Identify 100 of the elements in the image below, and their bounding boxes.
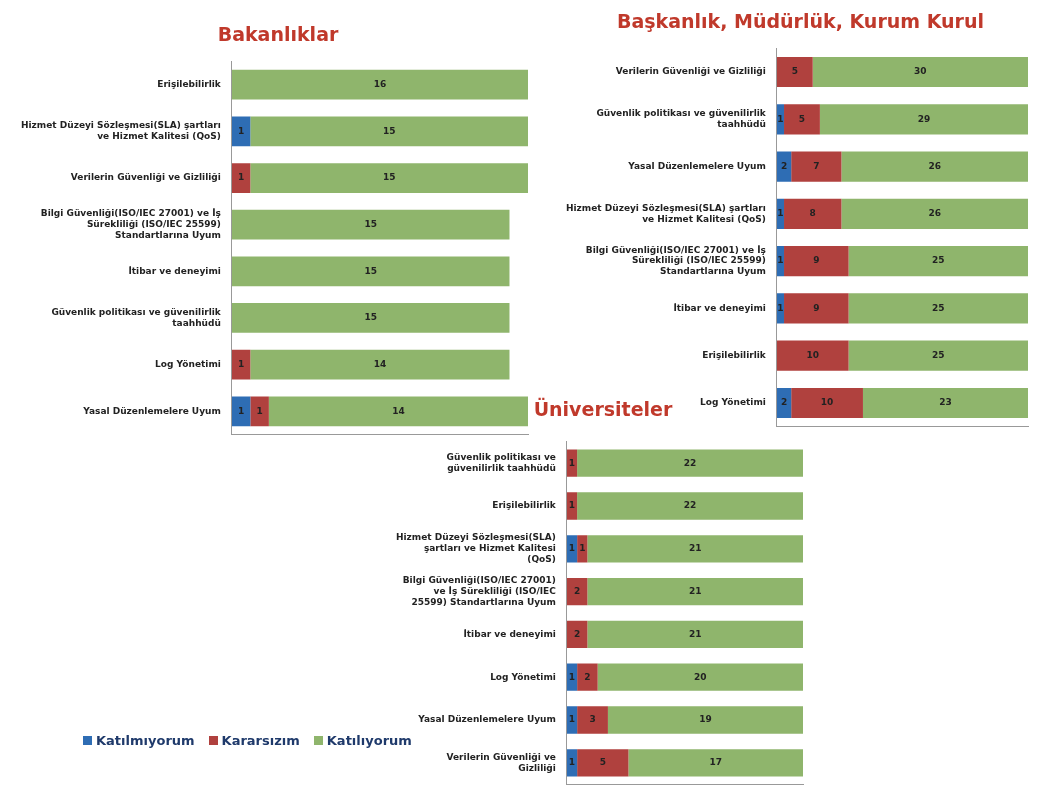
data-label: 5: [798, 113, 806, 124]
data-label: 20: [694, 671, 707, 682]
bar: [231, 303, 510, 333]
data-label: 23: [939, 397, 952, 408]
data-label: 29: [917, 113, 931, 124]
bar: [231, 163, 251, 193]
data-label: 1: [568, 457, 576, 468]
bar: [250, 349, 510, 380]
y-tick-label: Yasal Düzenlemelere Uyum: [627, 160, 766, 171]
bar: [607, 706, 803, 734]
data-label: 2: [573, 628, 581, 639]
y-tick-label: İtibar ve deneyimi: [463, 628, 556, 639]
chart-title: Bakanlıklar: [216, 23, 340, 45]
data-label: 15: [364, 219, 377, 230]
data-label: 10: [820, 397, 834, 408]
y-tick-label: İtibar ve deneyimi: [128, 265, 221, 276]
data-label: 15: [382, 172, 396, 183]
data-label: 17: [709, 757, 722, 768]
chart-title: Başkanlık, Müdürlük, Kurum Kurul: [615, 10, 986, 32]
y-tick-label: Bilgi Güvenliği(ISO/IEC 27001) ve İş Sürekliliği (ISO/IEC 25599) Standartlarına Uyum: [402, 575, 557, 607]
data-label: 2: [780, 160, 788, 171]
y-tick-label: Log Yönetimi: [155, 358, 221, 369]
bar: [791, 151, 842, 182]
data-label: 9: [813, 255, 820, 266]
data-label: 1: [777, 255, 784, 266]
bar: [597, 663, 803, 691]
data-label: 5: [599, 757, 606, 768]
bar: [577, 492, 803, 520]
y-tick-label: Yasal Düzenlemelere Uyum: [82, 405, 221, 416]
bar: [776, 340, 849, 371]
bar: [250, 396, 269, 427]
data-label: 1: [237, 172, 245, 183]
data-label: 26: [928, 208, 941, 219]
bar: [566, 620, 588, 649]
data-label: 1: [568, 543, 576, 554]
bar: [231, 349, 251, 380]
data-label: 2: [584, 671, 591, 682]
data-label: 1: [568, 500, 576, 511]
data-label: 22: [683, 457, 697, 468]
y-tick-label: Log Yönetimi: [700, 397, 766, 408]
bar: [841, 151, 1028, 182]
data-label: 1: [777, 113, 784, 124]
data-label: 10: [806, 350, 819, 361]
bar: [268, 396, 528, 427]
data-label: 15: [382, 125, 396, 136]
bar: [250, 116, 528, 147]
bar: [566, 706, 578, 734]
bar: [784, 246, 849, 277]
data-label: 1: [256, 405, 263, 416]
data-label: 25: [932, 350, 945, 361]
data-label: 14: [373, 358, 387, 369]
bar: [776, 56, 813, 88]
data-label: 1: [237, 405, 245, 416]
bar: [628, 749, 803, 777]
bar: [791, 387, 863, 419]
data-label: 15: [364, 312, 377, 323]
legend-label: Katılmıyorum: [96, 733, 195, 748]
bar: [784, 293, 849, 324]
data-label: 9: [813, 302, 820, 313]
data-label: 16: [373, 79, 387, 90]
y-tick-label: Verilerin Güvenliği ve Gizliliği: [615, 66, 766, 77]
bar: [231, 256, 510, 287]
data-label: 21: [688, 543, 702, 554]
bar: [848, 340, 1028, 371]
data-label: 5: [791, 66, 798, 77]
bar: [231, 396, 251, 427]
bar: [587, 577, 803, 606]
data-label: 1: [579, 543, 586, 554]
y-tick-label: Güvenlik politikası ve güvenilirlik taahhüdü: [596, 108, 767, 130]
data-label: 21: [688, 585, 702, 596]
legend-label: Kararsızım: [221, 733, 300, 748]
bar: [577, 749, 629, 777]
data-label: 8: [809, 208, 816, 219]
legend-label: Katılıyorum: [326, 733, 412, 748]
bar: [819, 104, 1028, 135]
data-label: 1: [568, 671, 576, 682]
bar: [587, 620, 803, 649]
bar: [231, 116, 251, 147]
y-tick-label: Verilerin Güvenliği ve Gizliliği: [70, 172, 221, 183]
y-tick-label: Hizmet Düzeyi Sözleşmesi(SLA) şartları ve Hizmet Kalitesi (QoS): [20, 120, 221, 142]
bar: [231, 209, 510, 240]
bar: [784, 198, 842, 229]
bar: [841, 198, 1028, 229]
bar: [231, 69, 528, 100]
y-tick-label: Bilgi Güvenliği(ISO/IEC 27001) ve İş Sürekliliği (ISO/IEC 25599) Standartlarına Uyum: [40, 208, 221, 240]
y-tick-label: Erişilebilirlik: [157, 79, 222, 90]
data-label: 15: [364, 265, 377, 276]
bar: [812, 56, 1028, 88]
bar: [848, 293, 1028, 324]
chart-title: Üniversiteler: [533, 398, 673, 420]
bar: [250, 163, 528, 193]
y-tick-label: Erişilebilirlik: [492, 500, 557, 511]
data-label: 25: [932, 302, 945, 313]
y-tick-label: Erişilebilirlik: [702, 350, 767, 361]
data-label: 14: [392, 405, 405, 416]
data-label: 21: [688, 628, 702, 639]
y-tick-label: İtibar ve deneyimi: [673, 302, 766, 313]
y-tick-label: Verilerin Güvenliği ve Gizliliği: [446, 751, 556, 773]
y-tick-label: Güvenlik politikası ve güvenilirlik taahhüdü: [446, 452, 556, 473]
bar: [577, 663, 598, 691]
